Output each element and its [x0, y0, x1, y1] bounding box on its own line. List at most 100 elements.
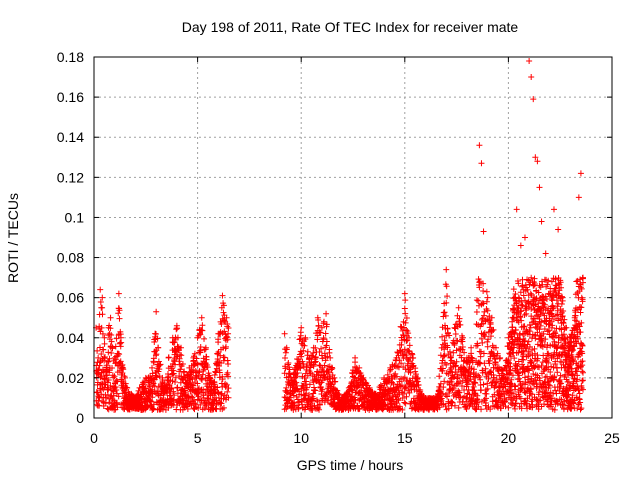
data-point-fill — [553, 390, 560, 397]
data-point-fill — [148, 375, 155, 382]
data-point — [128, 390, 135, 397]
data-point — [468, 344, 475, 351]
data-point-fill — [565, 391, 572, 398]
data-point-fill — [174, 334, 181, 341]
data-point-fill — [436, 404, 443, 411]
data-point-fill — [352, 374, 359, 381]
data-point-fill — [573, 278, 580, 285]
data-point-fill — [285, 359, 292, 366]
data-point-fill — [548, 310, 555, 317]
data-point-fill — [197, 343, 204, 350]
data-point — [401, 290, 408, 297]
data-point-fill — [570, 347, 577, 354]
data-point — [534, 158, 541, 165]
data-point-fill — [153, 373, 160, 380]
data-point-fill — [217, 352, 224, 359]
data-point-fill — [579, 377, 586, 384]
data-point-fill — [181, 368, 188, 375]
data-point-fill — [545, 277, 552, 284]
data-point — [103, 364, 110, 371]
data-point — [298, 324, 305, 331]
data-point-fill — [197, 401, 204, 408]
data-point-fill — [111, 373, 118, 380]
data-point-fill — [477, 376, 484, 383]
data-point-fill — [454, 374, 461, 381]
data-point-fill — [560, 320, 567, 327]
data-point-fill — [518, 307, 525, 314]
data-point-fill — [202, 389, 209, 396]
data-point — [345, 384, 352, 391]
data-point-fill — [113, 386, 120, 393]
data-point-fill — [564, 394, 571, 401]
data-point-fill — [282, 355, 289, 362]
data-point-fill — [456, 378, 463, 385]
data-point-fill — [525, 373, 532, 380]
data-point-fill — [517, 314, 524, 321]
data-point-fill — [323, 321, 330, 328]
data-point-fill — [531, 275, 538, 282]
data-point — [190, 354, 197, 361]
data-point-fill — [320, 336, 327, 343]
data-point-fill — [573, 368, 580, 375]
data-point-fill — [456, 389, 463, 396]
data-point-fill — [407, 369, 414, 376]
grid-lines — [94, 57, 612, 418]
data-point-fill — [515, 358, 522, 365]
data-point-fill — [306, 381, 313, 388]
data-point-fill — [321, 362, 328, 369]
data-point-fill — [552, 275, 559, 282]
data-point-fill — [221, 328, 228, 335]
data-point-fill — [577, 309, 584, 316]
data-point-fill — [480, 350, 487, 357]
data-point-fill — [463, 405, 470, 412]
data-point-fill — [579, 358, 586, 365]
data-point — [182, 374, 189, 381]
x-tick-label: 5 — [194, 430, 202, 446]
data-point-fill — [471, 366, 478, 373]
data-point-fill — [544, 328, 551, 335]
data-point-fill — [516, 375, 523, 382]
data-point-fill — [510, 306, 517, 313]
data-point — [142, 374, 149, 381]
data-point — [178, 344, 185, 351]
data-point-fill — [467, 376, 474, 383]
data-point-fill — [304, 348, 311, 355]
data-point-fill — [524, 400, 531, 407]
data-point-fill — [574, 365, 581, 372]
data-point-fill — [509, 390, 516, 397]
data-point-fill — [221, 354, 228, 361]
data-point-fill — [399, 406, 406, 413]
data-point — [159, 374, 166, 381]
data-point-fill — [156, 362, 163, 369]
data-point-fill — [105, 349, 112, 356]
data-point-fill — [296, 336, 303, 343]
data-point-fill — [402, 383, 409, 390]
data-point-fill — [534, 329, 541, 336]
data-point — [223, 314, 230, 321]
y-tick-label: 0.12 — [57, 169, 84, 185]
data-point-fill — [323, 338, 330, 345]
chart-title: Day 198 of 2011, Rate Of TEC Index for r… — [182, 19, 519, 35]
data-point-fill — [189, 376, 196, 383]
data-point — [331, 374, 338, 381]
data-point-fill — [219, 376, 226, 383]
data-point-fill — [439, 365, 446, 372]
data-point — [538, 218, 545, 225]
data-point-fill — [316, 406, 323, 413]
data-point-fill — [519, 302, 526, 309]
data-point-fill — [577, 329, 584, 336]
data-point-fill — [541, 301, 548, 308]
data-point-fill — [282, 349, 289, 356]
data-point-fill — [170, 388, 177, 395]
data-point-fill — [517, 289, 524, 296]
data-point-fill — [174, 384, 181, 391]
data-point-fill — [113, 377, 120, 384]
data-point — [186, 364, 193, 371]
data-point-fill — [322, 330, 329, 337]
data-point-fill — [402, 310, 409, 317]
data-point — [97, 286, 104, 293]
data-point-fill — [534, 355, 541, 362]
data-point-fill — [224, 388, 231, 395]
data-point-fill — [480, 300, 487, 307]
data-point-fill — [521, 297, 528, 304]
